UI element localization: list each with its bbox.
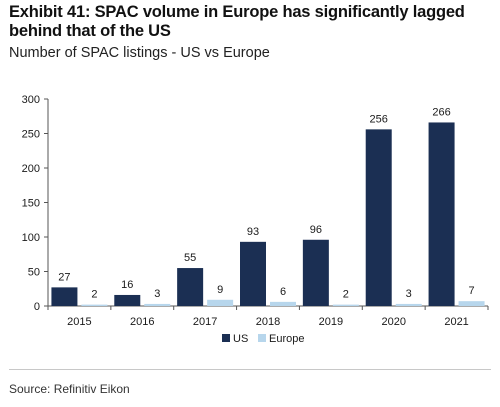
us-value-label: 256	[370, 113, 388, 125]
y-axis: 0 50 100 150 200 250 300	[22, 94, 49, 313]
us-bar-2016	[114, 294, 141, 306]
us-value-label: 96	[310, 224, 322, 236]
x-axis: 2015 2016 2017 2018 2019 2020 2021	[47, 305, 489, 328]
us-bar-2017	[177, 268, 204, 306]
x-tick-label: 2015	[67, 316, 91, 328]
y-tick-label: 50	[28, 267, 40, 279]
us-value-label: 16	[121, 279, 133, 291]
us-value-label: 55	[184, 252, 196, 264]
source-note: Source: Refinitiv Eikon	[9, 382, 130, 396]
y-tick-label: 100	[22, 232, 40, 244]
bar-series	[51, 122, 485, 307]
data-labels: 27 2 16 3 55 9 93 6 96 2 256 3 266 7	[58, 106, 474, 300]
us-value-label: 93	[247, 226, 259, 238]
europe-value-label: 9	[217, 284, 223, 296]
us-bar-2019	[302, 239, 329, 306]
europe-bar-2019	[332, 304, 359, 306]
europe-legend-label: Europe	[269, 333, 304, 345]
x-tick-label: 2020	[381, 316, 405, 328]
x-tick-label: 2019	[319, 316, 343, 328]
europe-bar-2016	[144, 303, 171, 306]
europe-value-label: 2	[343, 289, 349, 301]
y-tick-label: 150	[22, 198, 40, 210]
europe-bar-2017	[207, 299, 234, 306]
us-bar-2021	[428, 122, 455, 307]
europe-bar-2018	[270, 301, 296, 306]
y-tick-label: 250	[22, 129, 40, 141]
europe-value-label: 7	[469, 285, 475, 297]
us-value-label: 266	[432, 106, 450, 118]
europe-bar-2015	[81, 304, 108, 306]
x-tick-label: 2016	[130, 316, 154, 328]
legend: US Europe	[222, 333, 304, 345]
europe-bar-2020	[395, 303, 422, 306]
us-bar-2015	[51, 287, 78, 306]
chart-subtitle: Number of SPAC listings - US vs Europe	[9, 45, 270, 61]
us-bar-2020	[365, 129, 392, 306]
x-tick-label: 2018	[256, 316, 280, 328]
europe-value-label: 3	[154, 288, 160, 300]
x-tick-label: 2017	[193, 316, 217, 328]
y-tick-label: 200	[22, 163, 40, 175]
us-legend-label: US	[233, 333, 248, 345]
us-bar-2018	[240, 241, 266, 306]
y-tick-label: 300	[22, 94, 40, 106]
europe-value-label: 6	[280, 286, 286, 298]
y-tick-label: 0	[34, 301, 40, 313]
europe-value-label: 2	[91, 289, 97, 301]
footer-divider	[9, 369, 491, 370]
europe-value-label: 3	[406, 288, 412, 300]
europe-legend-swatch	[258, 334, 266, 342]
us-legend-swatch	[222, 334, 230, 342]
europe-bar-2021	[458, 301, 485, 306]
x-tick-label: 2021	[444, 316, 468, 328]
chart-title: Exhibit 41: SPAC volume in Europe has si…	[9, 3, 465, 40]
us-value-label: 27	[58, 271, 70, 283]
